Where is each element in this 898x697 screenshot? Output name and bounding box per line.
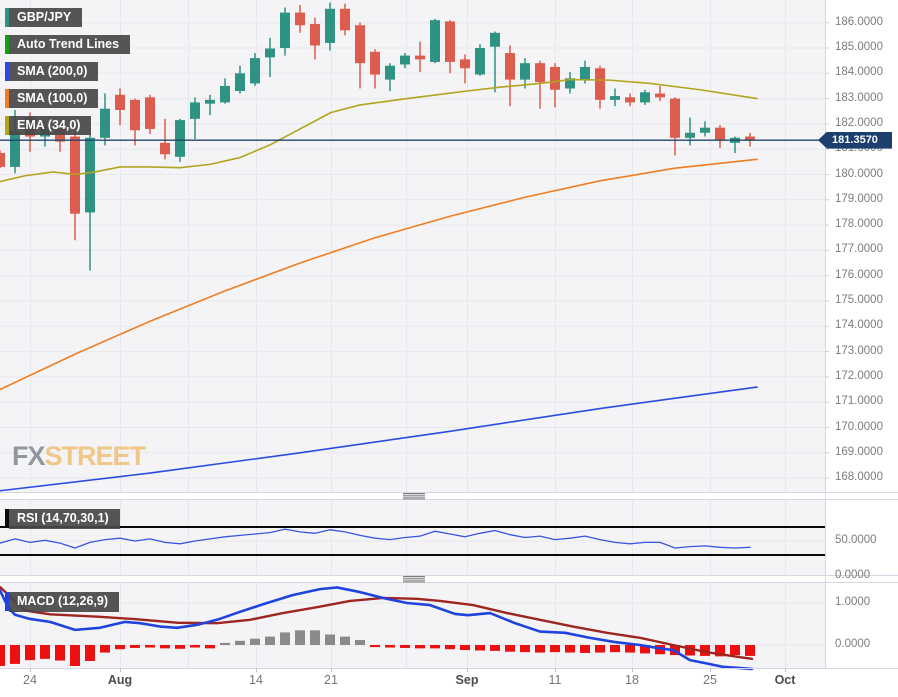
legend-label: Auto Trend Lines — [9, 35, 131, 54]
price-tick-label: 171.0000 — [835, 395, 883, 408]
price-tick-label: 173.0000 — [835, 344, 883, 357]
rsi-indicator-label[interactable]: RSI (14,70,30,1) — [5, 509, 120, 529]
sma100-line — [0, 158, 758, 391]
legend-label: SMA (100,0) — [9, 89, 99, 108]
rsi-pane[interactable] — [0, 500, 825, 575]
rsi-tick-label: 50.0000 — [835, 534, 877, 546]
rsi-plot — [0, 526, 825, 556]
legend-color-chip — [5, 89, 9, 108]
legend-label: EMA (34,0) — [9, 116, 92, 135]
time-tick-label: Aug — [107, 673, 133, 687]
price-tick-label: 175.0000 — [835, 294, 883, 306]
legend-label: SMA (200,0) — [9, 62, 99, 81]
legend-item-ema-34-0-[interactable]: EMA (34,0) — [5, 116, 130, 135]
rsi-color-chip — [5, 509, 9, 528]
sma200-line — [0, 386, 758, 492]
time-tick-label: 21 — [324, 673, 338, 687]
macd-tick-label: 1.0000 — [835, 596, 871, 608]
ema34-line — [0, 78, 758, 183]
watermark-street: STREET — [44, 441, 147, 471]
time-tick-label: 24 — [23, 673, 37, 687]
price-tick-label: 186.0000 — [835, 15, 883, 28]
macd-indicator-label[interactable]: MACD (12,26,9) — [5, 592, 119, 612]
price-tick-label: 182.0000 — [835, 116, 883, 129]
price-tick-label: 169.0000 — [835, 445, 883, 458]
rsi-label-text: RSI (14,70,30,1) — [9, 509, 120, 529]
price-tick-label: 184.0000 — [835, 66, 883, 79]
fxstreet-watermark: FXSTREET — [12, 441, 147, 472]
legend-color-chip — [5, 62, 9, 81]
time-tick-label: 25 — [703, 673, 717, 687]
macd-tick-label: 0.0000 — [835, 638, 871, 650]
time-tick-label: Sep — [455, 673, 479, 687]
macd-color-chip — [5, 592, 9, 611]
price-tick-label: 183.0000 — [835, 91, 883, 104]
legend-color-chip — [5, 35, 9, 54]
time-tick-label: Oct — [774, 673, 796, 687]
price-tick-label: 177.0000 — [835, 243, 883, 256]
main-pane[interactable] — [0, 0, 825, 492]
legend-item-sma-200-0-[interactable]: SMA (200,0) — [5, 62, 130, 81]
separator-main-rsi[interactable] — [0, 492, 898, 500]
legend-item-sma-100-0-[interactable]: SMA (100,0) — [5, 89, 130, 108]
indicator-legend: GBP/JPY Auto Trend Lines SMA (200,0) SMA (1… — [5, 8, 131, 135]
legend-color-chip — [5, 8, 9, 27]
macd-label-text: MACD (12,26,9) — [9, 592, 119, 612]
watermark-fx: FX — [12, 441, 46, 471]
price-tick-label: 185.0000 — [835, 41, 883, 53]
last-price-tag: 181.3570 — [818, 131, 892, 149]
legend-item-gbp-jpy[interactable]: GBP/JPY — [5, 8, 130, 27]
rsi-tick-label: 0.0000 — [835, 569, 871, 581]
time-tick-label: 14 — [249, 673, 263, 687]
macd-plot — [0, 585, 755, 671]
legend-label: GBP/JPY — [9, 8, 83, 27]
price-tick-label: 170.0000 — [835, 420, 883, 433]
price-tick-label: 180.0000 — [835, 167, 883, 180]
legend-color-chip — [5, 116, 9, 135]
price-tick-label: 174.0000 — [835, 319, 883, 332]
legend-item-auto-trend-lines[interactable]: Auto Trend Lines — [5, 35, 131, 54]
candles — [0, 2, 755, 271]
price-tick-label: 176.0000 — [835, 268, 883, 281]
price-tick-label: 178.0000 — [835, 218, 883, 231]
axis-borders — [0, 0, 898, 672]
price-tick-label: 179.0000 — [835, 192, 883, 205]
time-tick-label: 11 — [548, 673, 562, 687]
price-tick-label: 172.0000 — [835, 369, 883, 382]
time-tick-label: 18 — [625, 673, 639, 687]
price-tick-label: 168.0000 — [835, 471, 883, 484]
separator-rsi-macd[interactable] — [0, 575, 898, 583]
